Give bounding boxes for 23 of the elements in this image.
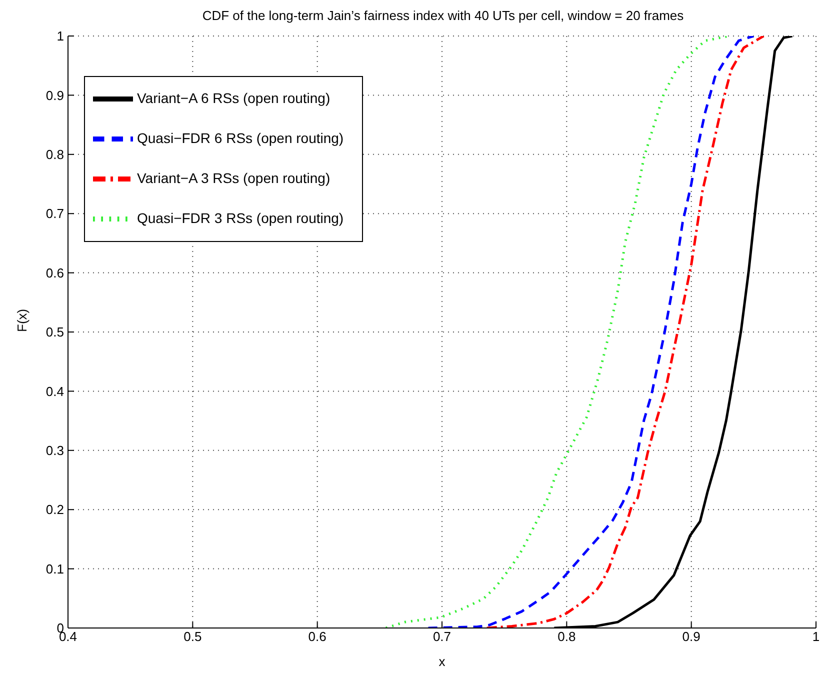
x-tick-label: 1 (812, 629, 820, 644)
y-tick-label: 0.4 (46, 384, 64, 399)
legend-label: Quasi−FDR 3 RSs (open routing) (137, 210, 344, 226)
chart-title: CDF of the long-term Jain’s fairness index with 40 UTs per cell, window = 20 frames (201, 8, 685, 25)
x-tick-label: 0.5 (184, 629, 202, 644)
x-axis-title: x (438, 654, 446, 669)
y-tick-label: 0.5 (46, 324, 64, 340)
y-tick-label: 0.9 (46, 88, 64, 103)
legend-label: Variant−A 3 RSs (open routing) (137, 170, 330, 186)
y-tick-label: 0.8 (46, 147, 64, 162)
y-axis-title: F(x) (14, 308, 30, 332)
x-tick-label: 0.8 (558, 629, 576, 644)
y-tick-label: 0.2 (46, 502, 64, 518)
y-tick-label: 0.6 (46, 265, 64, 280)
legend-label: Quasi−FDR 6 RSs (open routing) (137, 130, 344, 146)
y-tick-label: 0.7 (46, 206, 64, 222)
legend-label: Variant−A 6 RSs (open routing) (137, 90, 330, 106)
x-tick-label: 0.6 (308, 629, 326, 644)
x-tick-label: 0.7 (432, 629, 452, 644)
x-tick-label: 0.9 (682, 629, 700, 644)
y-tick-label: 0.3 (46, 443, 64, 458)
y-tick-label: 0.1 (46, 561, 64, 576)
y-tick-label: 1 (56, 28, 64, 44)
